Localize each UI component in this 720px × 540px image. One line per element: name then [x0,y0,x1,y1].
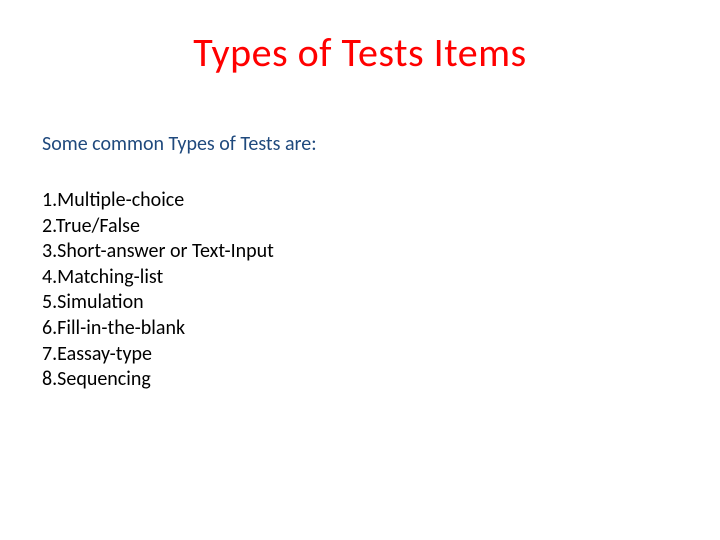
slide-subtitle: Some common Types of Tests are: [42,132,317,156]
slide-title: Types of Tests Items [0,28,720,77]
list-item: 7.Eassay-type [42,342,274,368]
slide: Types of Tests Items Some common Types o… [0,0,720,540]
list-item: 2.True/False [42,214,274,240]
test-types-list: 1.Multiple-choice 2.True/False 3.Short-a… [42,188,274,393]
list-item: 4.Matching-list [42,265,274,291]
list-item: 1.Multiple-choice [42,188,274,214]
list-item: 3.Short-answer or Text-Input [42,239,274,265]
list-item: 6.Fill-in-the-blank [42,316,274,342]
list-item: 5.Simulation [42,290,274,316]
list-item: 8.Sequencing [42,367,274,393]
